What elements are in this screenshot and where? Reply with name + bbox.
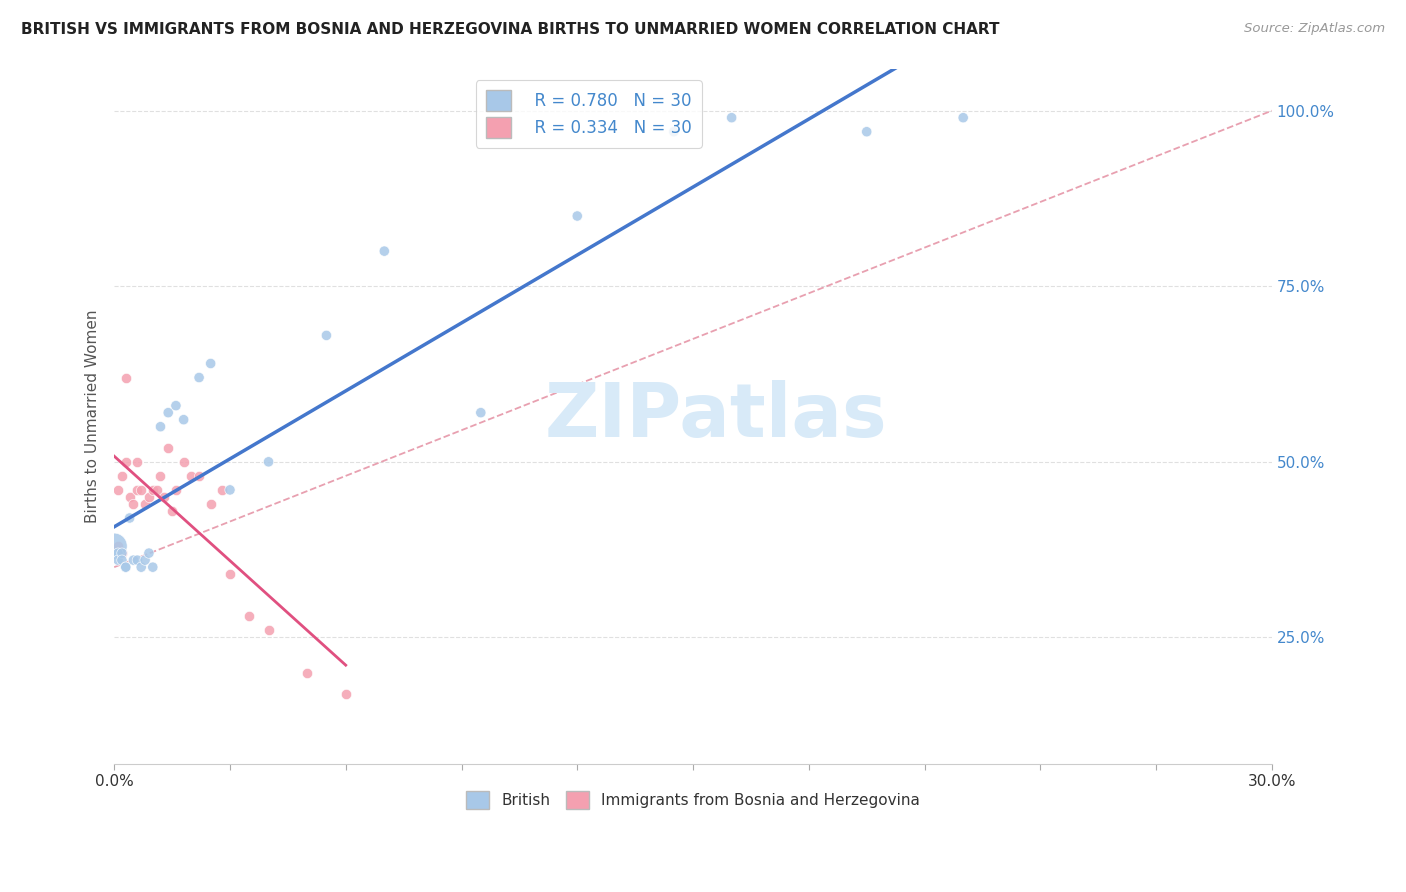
Point xyxy=(118,490,141,504)
Point xyxy=(107,553,129,567)
Point xyxy=(118,511,141,525)
Point xyxy=(211,483,233,497)
Point xyxy=(107,546,129,560)
Point xyxy=(129,560,152,574)
Point xyxy=(157,441,180,455)
Point xyxy=(952,111,974,125)
Point xyxy=(114,455,136,469)
Point xyxy=(127,483,149,497)
Point xyxy=(107,483,129,497)
Point xyxy=(200,497,222,511)
Text: ZIPatlas: ZIPatlas xyxy=(546,380,887,452)
Point xyxy=(173,412,195,426)
Point xyxy=(111,546,134,560)
Point xyxy=(138,490,160,504)
Point xyxy=(188,468,211,483)
Y-axis label: Births to Unmarried Women: Births to Unmarried Women xyxy=(86,310,100,523)
Point xyxy=(160,504,183,518)
Point xyxy=(720,111,742,125)
Text: Source: ZipAtlas.com: Source: ZipAtlas.com xyxy=(1244,22,1385,36)
Point xyxy=(662,125,685,139)
Point xyxy=(153,490,176,504)
Point xyxy=(257,624,280,638)
Point xyxy=(114,560,136,574)
Point xyxy=(219,483,242,497)
Point xyxy=(188,370,211,384)
Point xyxy=(129,483,152,497)
Legend: British, Immigrants from Bosnia and Herzegovina: British, Immigrants from Bosnia and Herz… xyxy=(460,784,927,815)
Point xyxy=(127,455,149,469)
Point xyxy=(219,567,242,582)
Point xyxy=(122,497,145,511)
Point xyxy=(142,560,165,574)
Point xyxy=(134,497,156,511)
Point xyxy=(142,483,165,497)
Point xyxy=(114,370,136,384)
Point xyxy=(238,609,260,624)
Point xyxy=(103,539,125,553)
Point xyxy=(165,399,187,413)
Point xyxy=(149,468,172,483)
Point xyxy=(180,468,202,483)
Point xyxy=(111,546,134,560)
Point xyxy=(111,468,134,483)
Point xyxy=(122,553,145,567)
Point xyxy=(145,483,167,497)
Point xyxy=(315,328,337,343)
Point xyxy=(107,539,129,553)
Point xyxy=(257,455,280,469)
Point xyxy=(127,553,149,567)
Point xyxy=(173,455,195,469)
Point xyxy=(165,483,187,497)
Point xyxy=(200,357,222,371)
Point xyxy=(149,419,172,434)
Point xyxy=(111,553,134,567)
Point xyxy=(295,665,318,680)
Point xyxy=(114,560,136,574)
Point xyxy=(335,687,357,701)
Point xyxy=(855,125,877,139)
Point xyxy=(373,244,395,259)
Point xyxy=(138,546,160,560)
Point xyxy=(134,553,156,567)
Text: BRITISH VS IMMIGRANTS FROM BOSNIA AND HERZEGOVINA BIRTHS TO UNMARRIED WOMEN CORR: BRITISH VS IMMIGRANTS FROM BOSNIA AND HE… xyxy=(21,22,1000,37)
Point xyxy=(470,406,492,420)
Point xyxy=(567,209,589,223)
Point xyxy=(157,406,180,420)
